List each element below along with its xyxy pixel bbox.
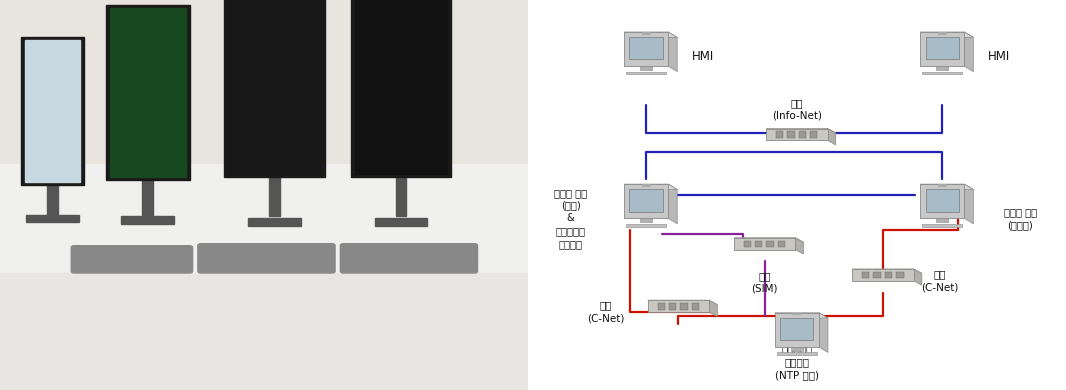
Polygon shape [920, 32, 973, 37]
Bar [810, 131, 818, 138]
Bar [648, 300, 709, 312]
Bar [248, 218, 301, 226]
Bar [798, 131, 806, 138]
Bar [920, 32, 965, 66]
Bar [642, 184, 650, 187]
Polygon shape [624, 32, 677, 37]
Polygon shape [965, 184, 973, 224]
FancyBboxPatch shape [71, 246, 193, 273]
Bar [680, 303, 688, 310]
Bar [766, 129, 827, 140]
Polygon shape [775, 313, 828, 318]
Bar [641, 218, 652, 222]
Bar [122, 216, 174, 224]
Bar [374, 218, 427, 226]
Bar [744, 241, 752, 247]
Bar [351, 0, 451, 177]
Text: 허브
(SIM): 허브 (SIM) [752, 271, 778, 294]
Bar [641, 66, 652, 70]
Bar [853, 269, 914, 281]
Text: 허브
(C-Net): 허브 (C-Net) [921, 269, 958, 292]
Text: 허브
(Info-Net): 허브 (Info-Net) [772, 98, 822, 121]
Bar [788, 131, 794, 138]
Text: 시스템 서버
(보일러): 시스템 서버 (보일러) [1004, 207, 1037, 230]
Bar [925, 189, 958, 211]
Bar [936, 218, 948, 222]
Bar [228, 0, 320, 174]
Polygon shape [709, 300, 717, 316]
Bar [0, 0, 528, 176]
Polygon shape [827, 129, 836, 145]
Bar [938, 184, 947, 187]
Bar [897, 272, 904, 278]
Bar [862, 272, 870, 278]
Text: 시스템 서버
(터빈)
&
시민레이터
공정모델: 시스템 서버 (터빈) & 시민레이터 공정모델 [554, 188, 587, 249]
Bar [624, 184, 668, 218]
Bar [0, 273, 528, 390]
Bar [920, 184, 965, 218]
Bar [777, 353, 817, 355]
Bar [48, 185, 58, 215]
Bar [110, 8, 185, 177]
Bar [873, 272, 881, 278]
Polygon shape [668, 184, 677, 224]
Bar [733, 238, 795, 250]
Bar [624, 32, 668, 66]
Polygon shape [648, 300, 717, 305]
Bar [936, 66, 948, 70]
Bar [925, 37, 958, 59]
Bar [395, 177, 406, 216]
Polygon shape [733, 238, 804, 242]
Bar [668, 303, 676, 310]
Bar [642, 32, 650, 35]
Bar [0, 164, 528, 273]
Bar [626, 224, 666, 227]
Polygon shape [624, 184, 677, 190]
Text: HMI: HMI [692, 50, 714, 63]
FancyBboxPatch shape [340, 244, 478, 273]
Bar [755, 241, 762, 247]
Bar [658, 303, 665, 310]
Polygon shape [795, 238, 804, 254]
Polygon shape [819, 313, 828, 353]
Polygon shape [914, 269, 922, 285]
Bar [143, 180, 154, 215]
Bar [269, 177, 279, 216]
Bar [885, 272, 892, 278]
Bar [629, 37, 663, 59]
Text: HMI: HMI [988, 50, 1011, 63]
Bar [775, 313, 819, 347]
Bar [780, 318, 813, 340]
Bar [27, 215, 79, 222]
FancyBboxPatch shape [198, 244, 335, 273]
Bar [938, 32, 947, 35]
Bar [922, 224, 963, 227]
Bar [922, 72, 963, 74]
Text: 시민레이터
제어모델
(NTP 서버): 시민레이터 제어모델 (NTP 서버) [775, 345, 819, 380]
Bar [355, 0, 447, 174]
Bar [692, 303, 699, 310]
Text: 허브
(C-Net): 허브 (C-Net) [587, 301, 625, 323]
Bar [778, 241, 785, 247]
Bar [106, 5, 190, 180]
Bar [626, 72, 666, 74]
Bar [629, 189, 663, 211]
Polygon shape [965, 32, 973, 72]
Bar [792, 313, 802, 316]
Bar [26, 40, 80, 182]
Bar [21, 37, 84, 185]
Bar [776, 131, 784, 138]
Bar [766, 241, 774, 247]
Bar [791, 347, 803, 351]
Polygon shape [853, 269, 922, 273]
Polygon shape [766, 129, 836, 133]
Bar [224, 0, 324, 177]
Polygon shape [920, 184, 973, 190]
Polygon shape [668, 32, 677, 72]
